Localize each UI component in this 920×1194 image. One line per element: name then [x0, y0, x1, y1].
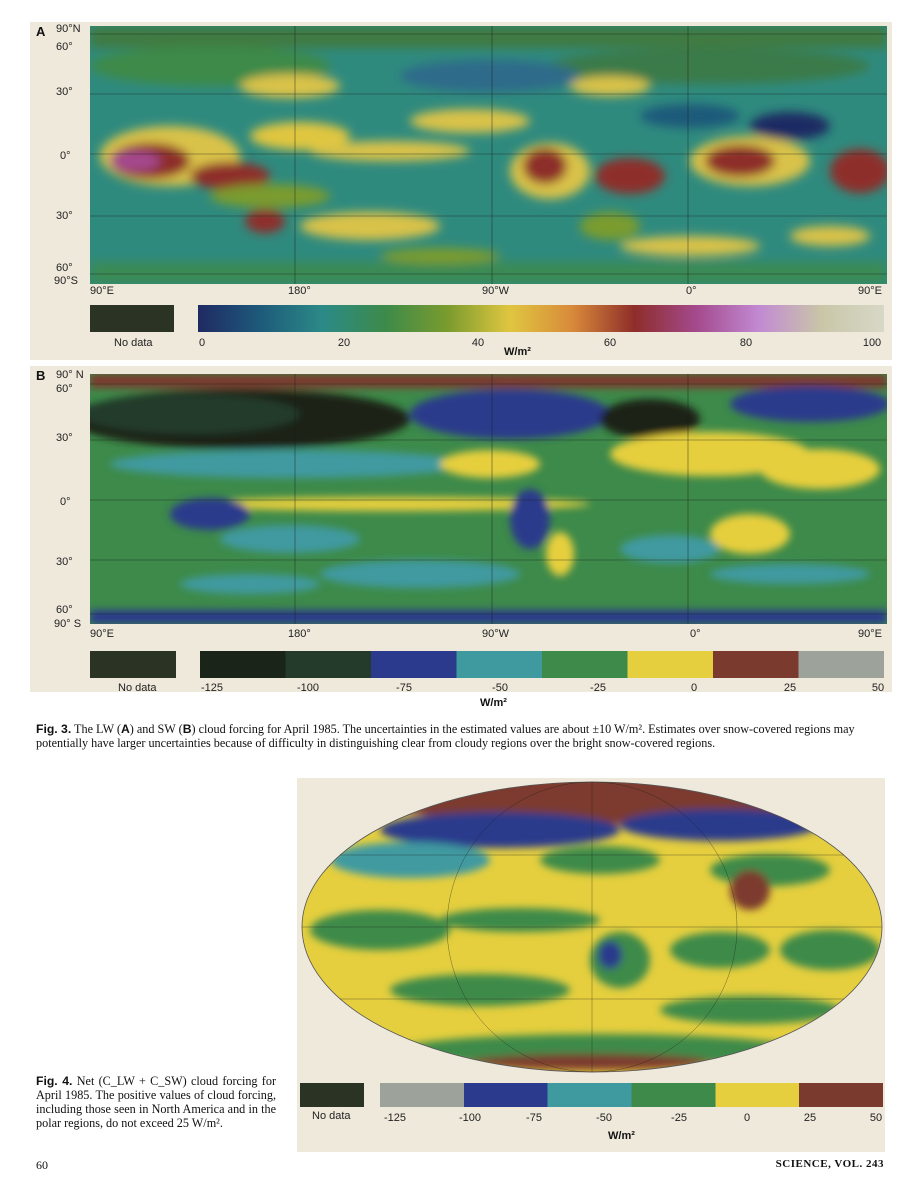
nodata-label: No data: [118, 682, 157, 694]
scale-tick: -50: [596, 1112, 612, 1124]
nodata-swatch: [90, 651, 176, 678]
color-scale-bar: [380, 1083, 883, 1107]
lw-cloud-forcing-map: [90, 26, 887, 284]
scale-tick: 60: [603, 337, 617, 349]
caption-figure-number: Fig. 4.: [36, 1074, 73, 1088]
scale-tick: -75: [526, 1112, 542, 1124]
caption-text: The LW (: [71, 722, 121, 736]
scale-tick: 40: [471, 337, 485, 349]
scale-tick: -100: [458, 1112, 482, 1124]
scale-tick: 50: [869, 1112, 883, 1124]
caption-panel-ref: A: [120, 722, 130, 736]
caption-figure-number: Fig. 3.: [36, 722, 72, 736]
scale-tick: -25: [671, 1112, 687, 1124]
scale-tick: 50: [871, 682, 885, 694]
scale-tick: -75: [396, 682, 412, 694]
lon-label: 180°: [288, 285, 311, 297]
lat-label: 60°: [56, 383, 73, 395]
scale-tick: 20: [337, 337, 351, 349]
scale-tick: 0: [743, 1112, 751, 1124]
scale-tick: 0: [690, 682, 698, 694]
net-cloud-forcing-map: [300, 780, 884, 1074]
lon-label: 90°W: [482, 285, 510, 297]
scale-tick: 80: [739, 337, 753, 349]
page-number: 60: [36, 1158, 48, 1172]
caption-text: ) cloud forcing for April 1985. The unce…: [36, 722, 855, 750]
lat-label: 60°: [56, 41, 73, 53]
lon-label: 180°: [288, 628, 311, 640]
caption-text: Net (C_LW + C_SW) cloud forcing for Apri…: [36, 1074, 276, 1130]
caption-text: ) and SW (: [129, 722, 183, 736]
lon-label: 90°W: [482, 628, 510, 640]
sw-cloud-forcing-map: [90, 374, 887, 624]
caption-panel-ref: B: [182, 722, 192, 736]
lon-label: 90°E: [90, 628, 114, 640]
unit-label: W/m²: [504, 346, 531, 358]
figure-3-caption: Fig. 3. The LW (A) and SW (B) cloud forc…: [36, 722, 886, 750]
scale-tick: -50: [492, 682, 508, 694]
lat-label: 30°: [56, 556, 73, 568]
lat-label: 90° S: [54, 618, 82, 630]
nodata-label: No data: [114, 337, 153, 349]
panel-b-letter: B: [36, 368, 46, 383]
scale-tick: -125: [383, 1112, 407, 1124]
unit-label: W/m²: [608, 1130, 635, 1142]
unit-label: W/m²: [480, 697, 507, 709]
lon-label: 0°: [690, 628, 701, 640]
nodata-swatch: [300, 1083, 364, 1107]
color-scale-bar: [198, 305, 884, 332]
lat-label: 0°: [60, 496, 71, 508]
scale-tick: 100: [862, 337, 882, 349]
lat-label: 60°: [56, 604, 73, 616]
lat-label: 90°N: [56, 23, 81, 35]
lon-label: 90°E: [858, 628, 882, 640]
scale-tick: -100: [296, 682, 320, 694]
nodata-label: No data: [312, 1110, 351, 1122]
journal-volume: SCIENCE, VOL. 243: [775, 1158, 884, 1170]
color-scale-bar: [200, 651, 884, 678]
lat-label: 90°S: [54, 275, 78, 287]
lat-label: 90° N: [56, 369, 84, 381]
lon-label: 0°: [686, 285, 697, 297]
lat-label: 60°: [56, 262, 73, 274]
lat-label: 30°: [56, 86, 73, 98]
panel-a-letter: A: [36, 24, 46, 39]
nodata-swatch: [90, 305, 174, 332]
scale-tick: -25: [590, 682, 606, 694]
lat-label: 30°: [56, 432, 73, 444]
figure-4-caption: Fig. 4. Net (C_LW + C_SW) cloud forcing …: [36, 1074, 276, 1130]
lat-label: 30°: [56, 210, 73, 222]
scale-tick: 25: [803, 1112, 817, 1124]
scale-tick: 25: [783, 682, 797, 694]
lon-label: 90°E: [90, 285, 114, 297]
lon-label: 90°E: [858, 285, 882, 297]
scale-tick: -125: [200, 682, 224, 694]
scale-tick: 0: [198, 337, 206, 349]
lat-label: 0°: [60, 150, 71, 162]
